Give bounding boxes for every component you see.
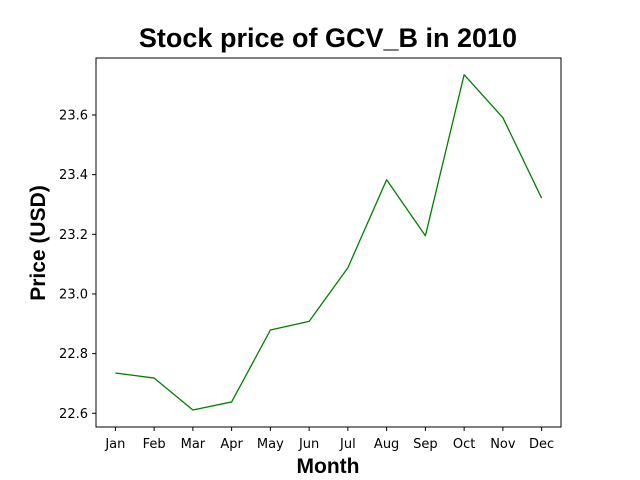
x-axis-label: Month: [297, 455, 360, 478]
y-tick-label: 22.8: [59, 347, 88, 362]
x-tick-label: Nov: [490, 437, 516, 452]
y-axis: 22.6 22.8 23.0 23.2 23.4 23.6: [59, 108, 96, 422]
x-tick-label: Sep: [413, 437, 438, 452]
plot-area: [95, 57, 562, 428]
x-tick-label: Aug: [374, 437, 399, 452]
x-tick-label: Mar: [181, 437, 206, 452]
y-tick-label: 23.4: [59, 168, 88, 183]
x-axis: Jan Feb Mar Apr May Jun Jul Aug Sep Oct Nov Dec: [104, 427, 554, 452]
y-tick-label: 23.2: [59, 228, 88, 243]
x-tick-label: Oct: [453, 437, 475, 452]
x-tick-label: Apr: [220, 437, 243, 452]
y-tick-label: 23.0: [59, 287, 88, 302]
series-line: [115, 74, 543, 411]
x-tick-label: Dec: [529, 437, 554, 452]
series-group: [115, 74, 543, 411]
y-tick-label: 23.6: [59, 108, 88, 123]
x-tick-label: May: [257, 437, 284, 452]
x-tick-label: Feb: [143, 437, 166, 452]
y-tick-label: 22.6: [59, 407, 88, 422]
x-tick-label: Jul: [339, 437, 356, 452]
x-tick-label: Jan: [104, 437, 125, 452]
y-axis-label: Price (USD): [27, 185, 50, 301]
chart-title: Stock price of GCV_B in 2010: [139, 23, 517, 53]
x-tick-label: Jun: [298, 437, 319, 452]
